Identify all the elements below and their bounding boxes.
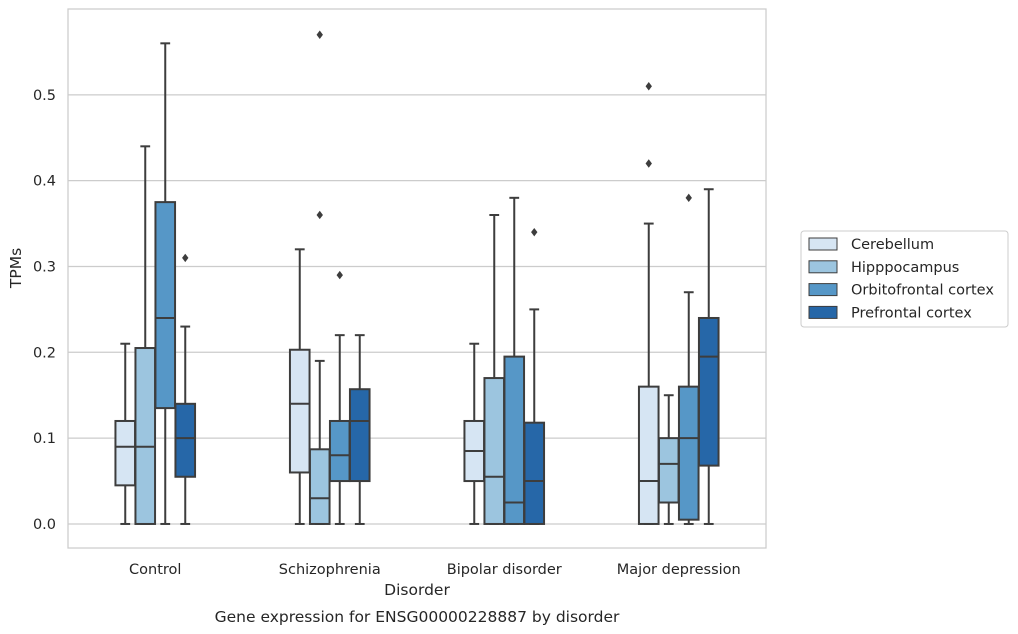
x-axis-title: Disorder — [384, 581, 450, 599]
y-tick-label: 0.2 — [33, 345, 56, 361]
box-cerebellum-0 — [114, 342, 137, 525]
box-iqr — [114, 419, 137, 487]
box-series-layer — [114, 30, 720, 525]
box-iqr — [154, 201, 177, 410]
outlier-point — [645, 159, 652, 168]
box-iqr — [483, 377, 506, 525]
box-iqr — [523, 421, 546, 525]
y-tick-label: 0.0 — [33, 517, 56, 533]
legend-label: Orbitofrontal cortex — [851, 283, 994, 299]
box-iqr — [697, 316, 720, 467]
outlier-point — [182, 253, 189, 263]
box-hipppocampus-1 — [308, 30, 331, 525]
box-prefrontal-cortex-1 — [348, 334, 371, 525]
box-iqr — [637, 385, 660, 525]
outlier-point — [531, 227, 538, 237]
y-tick-label: 0.5 — [33, 88, 56, 104]
legend-swatch — [808, 260, 838, 274]
box-cerebellum-2 — [463, 342, 486, 525]
box-iqr — [657, 437, 680, 504]
box-hipppocampus-2 — [483, 213, 506, 525]
outlier-point — [316, 210, 323, 220]
legend-frame — [800, 230, 1009, 328]
x-tick-label: Bipolar disorder — [447, 562, 562, 578]
x-tick-label: Control — [129, 562, 181, 578]
legend-label: Prefrontal cortex — [851, 305, 972, 321]
y-axis-title: TPMs — [7, 248, 25, 289]
x-axis-ticks: Control Schizophrenia Bipolar disorder Majo… — [129, 562, 741, 578]
box-prefrontal-cortex-3 — [697, 188, 720, 525]
y-tick-label: 0.3 — [33, 259, 56, 275]
box-hipppocampus-3 — [657, 394, 680, 525]
outlier-point — [336, 270, 343, 280]
box-iqr — [134, 347, 157, 525]
box-cerebellum-3 — [637, 82, 660, 525]
outlier-point — [316, 30, 323, 39]
box-orbitofrontal-cortex-0 — [154, 42, 177, 525]
box-iqr — [308, 448, 331, 525]
x-tick-label: Major depression — [617, 562, 741, 578]
legend-label: Hipppocampus — [851, 260, 959, 276]
chart-title: Gene expression for ENSG00000228887 by d… — [215, 608, 620, 626]
x-tick-label: Schizophrenia — [279, 562, 381, 578]
box-prefrontal-cortex-0 — [174, 253, 197, 525]
y-tick-label: 0.1 — [33, 431, 56, 447]
box-iqr — [348, 388, 371, 483]
box-iqr — [174, 402, 197, 478]
legend-label: Cerebellum — [851, 237, 934, 253]
box-iqr — [288, 348, 311, 474]
y-axis-ticks: 0.0 0.1 0.2 0.3 0.4 0.5 — [33, 88, 56, 533]
legend-items: Cerebellum Hipppocampus Orbitofrontal cort… — [808, 237, 994, 321]
plot-frame — [67, 8, 767, 549]
outlier-point — [645, 82, 652, 91]
box-orbitofrontal-cortex-3 — [677, 193, 700, 525]
outlier-point — [685, 193, 692, 203]
box-iqr — [503, 355, 526, 525]
legend-swatch — [808, 305, 838, 319]
y-tick-label: 0.4 — [33, 174, 56, 190]
box-iqr — [677, 385, 700, 521]
legend-swatch — [808, 283, 838, 297]
legend: Cerebellum Hipppocampus Orbitofrontal cort… — [800, 230, 1009, 328]
box-hipppocampus-0 — [134, 145, 157, 525]
box-orbitofrontal-cortex-2 — [503, 196, 526, 525]
box-cerebellum-1 — [288, 248, 311, 525]
box-orbitofrontal-cortex-1 — [328, 270, 351, 525]
legend-swatch — [808, 237, 838, 251]
box-iqr — [328, 419, 351, 483]
box-prefrontal-cortex-2 — [523, 227, 546, 525]
